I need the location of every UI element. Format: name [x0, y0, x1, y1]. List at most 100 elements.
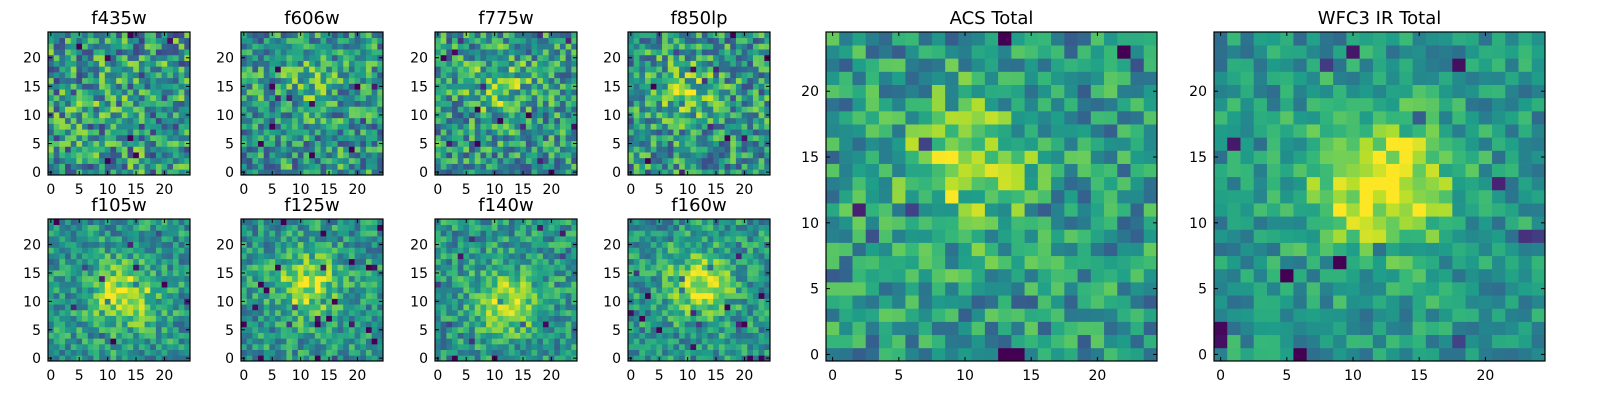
heatmap-cell: [531, 123, 538, 130]
heatmap-cell: [172, 343, 179, 350]
heatmap-cell: [133, 129, 140, 136]
heatmap-cell: [365, 112, 372, 119]
heatmap-cell: [161, 157, 168, 164]
heatmap-cell: [559, 224, 566, 231]
heatmap-cell: [87, 72, 94, 79]
heatmap-cell: [440, 100, 447, 107]
heatmap-cell: [679, 106, 686, 113]
heatmap-cell: [354, 264, 361, 271]
heatmap-cell: [645, 60, 652, 67]
x-tick-label: 15: [514, 182, 532, 198]
heatmap-cell: [758, 83, 765, 90]
heatmap-cell: [707, 287, 714, 294]
heatmap-cell: [292, 253, 299, 260]
heatmap-cell: [469, 54, 476, 61]
heatmap-cell: [718, 349, 725, 356]
heatmap-cell: [520, 106, 527, 113]
heatmap-cell: [314, 72, 321, 79]
heatmap-cell: [486, 326, 493, 333]
heatmap-cell: [548, 72, 555, 79]
heatmap-cell: [48, 224, 55, 231]
heatmap-cell: [121, 112, 128, 119]
heatmap-cell: [172, 281, 179, 288]
heatmap-cell: [520, 321, 527, 328]
heatmap-cell: [144, 123, 151, 130]
heatmap-cell: [486, 304, 493, 311]
heatmap-cell: [440, 49, 447, 56]
heatmap-cell: [269, 163, 276, 170]
y-tick-label: 5: [419, 137, 428, 153]
heatmap-cell: [116, 326, 123, 333]
heatmap-cell: [121, 275, 128, 282]
heatmap-cell: [167, 106, 174, 113]
panel-title: f435w: [91, 8, 146, 29]
heatmap-cell: [469, 163, 476, 170]
heatmap-cell: [320, 315, 327, 322]
heatmap-cell: [452, 134, 459, 142]
x-tick-label: 5: [655, 182, 664, 198]
heatmap-cell: [639, 281, 646, 288]
heatmap-cell: [263, 321, 270, 328]
heatmap-cell: [656, 83, 663, 90]
heatmap-cell: [337, 140, 344, 147]
heatmap-cell: [718, 77, 725, 84]
heatmap-cell: [161, 258, 168, 265]
heatmap-cell: [457, 343, 464, 350]
heatmap-cell: [87, 49, 94, 56]
heatmap-cell: [286, 326, 293, 333]
heatmap-cell: [82, 146, 89, 153]
heatmap-cell: [508, 117, 515, 124]
heatmap-cell: [531, 304, 538, 311]
heatmap-cell: [65, 247, 72, 254]
heatmap-cell: [548, 287, 555, 294]
heatmap-cell: [360, 49, 367, 56]
heatmap-cell: [314, 309, 321, 316]
heatmap-cell: [87, 77, 94, 84]
heatmap-cell: [167, 343, 174, 350]
heatmap-cell: [82, 89, 89, 96]
heatmap-cell: [377, 134, 384, 142]
heatmap-cell: [747, 60, 754, 67]
heatmap-cell: [650, 72, 657, 79]
heatmap-cell: [133, 236, 140, 243]
heatmap-cell: [150, 270, 157, 277]
heatmap-cell: [337, 349, 344, 356]
heatmap-cell: [747, 146, 754, 153]
heatmap-cell: [133, 134, 140, 142]
heatmap-cell: [178, 355, 185, 362]
heatmap-cell: [59, 66, 66, 73]
heatmap-cell: [446, 83, 453, 90]
heatmap-cell: [144, 332, 151, 339]
heatmap-cell: [59, 264, 66, 271]
panel-title: f850lp: [670, 8, 727, 29]
heatmap-cell: [371, 355, 378, 362]
heatmap-cell: [82, 298, 89, 305]
heatmap-cell: [525, 89, 532, 96]
heatmap-cell: [435, 230, 442, 237]
heatmap-cell: [116, 292, 123, 299]
heatmap-cell: [337, 321, 344, 328]
heatmap-cell: [520, 112, 527, 119]
heatmap-cell: [326, 117, 333, 124]
heatmap-cell: [452, 253, 459, 260]
heatmap-cell: [365, 54, 372, 61]
heatmap-cell: [571, 338, 578, 345]
heatmap-cell: [93, 117, 100, 124]
heatmap-cell: [326, 309, 333, 316]
heatmap-cell: [724, 332, 731, 339]
heatmap-cell: [764, 343, 771, 350]
heatmap-cell: [446, 129, 453, 136]
heatmap-cell: [480, 326, 487, 333]
heatmap-cell: [701, 72, 708, 79]
heatmap-cell: [469, 338, 476, 345]
heatmap-cell: [93, 100, 100, 107]
heatmap-cell: [525, 287, 532, 294]
heatmap-cell: [463, 129, 470, 136]
heatmap-cell: [633, 355, 640, 362]
heatmap-cell: [292, 83, 299, 90]
heatmap-cell: [684, 89, 691, 96]
heatmap-cell: [144, 72, 151, 79]
heatmap-cell: [747, 343, 754, 350]
heatmap-cell: [377, 60, 384, 67]
heatmap-cell: [730, 43, 737, 50]
